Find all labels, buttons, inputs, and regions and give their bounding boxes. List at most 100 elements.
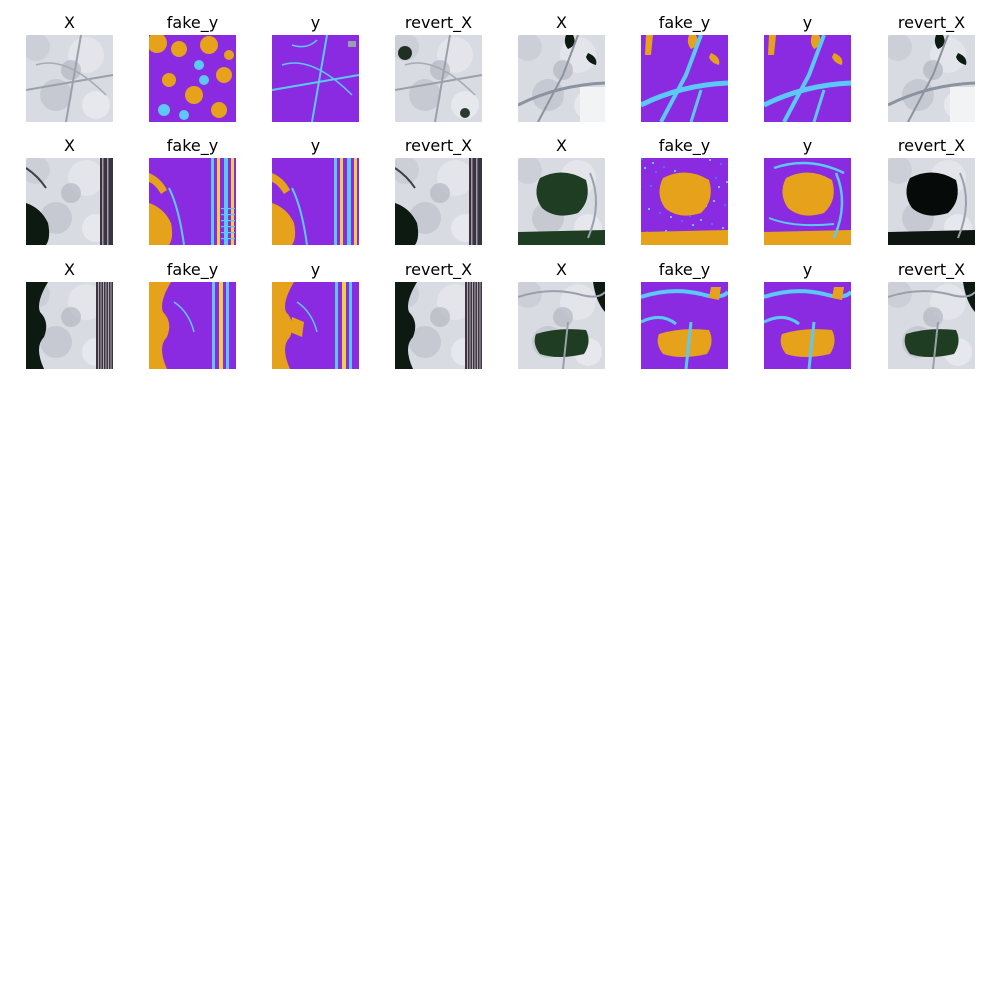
road (404, 62, 476, 96)
mask-blob (158, 104, 170, 116)
water-mask (272, 282, 294, 369)
subplot-title: fake_y (658, 13, 711, 32)
water-mask (149, 203, 173, 245)
road-mask (782, 35, 826, 122)
road-mask (773, 161, 845, 175)
subplot-title: fake_y (658, 260, 711, 279)
ground-texture (553, 307, 573, 327)
segmentation-mask-image (641, 282, 728, 369)
rail-line (479, 282, 481, 369)
subplot-title: revert_X (404, 260, 473, 279)
ground-texture (40, 326, 72, 358)
rail-line (98, 282, 99, 369)
noise-mask (663, 166, 665, 168)
road (537, 35, 579, 122)
subplot-title: X (556, 136, 567, 155)
rail-mask (221, 232, 235, 234)
subplot-title: revert_X (897, 260, 966, 279)
road-mask (684, 321, 693, 369)
road (888, 290, 975, 298)
satellite-image (395, 158, 482, 245)
road (395, 74, 482, 91)
ground-texture (451, 91, 479, 119)
road (26, 74, 113, 91)
rail-line (477, 282, 478, 369)
ground-texture (923, 307, 943, 327)
subplot-title: fake_y (166, 13, 219, 32)
segmentation-mask-image (272, 282, 359, 369)
background-class (272, 35, 359, 122)
subplot-title: y (802, 136, 813, 155)
road-mask (231, 158, 234, 245)
building (580, 87, 605, 122)
shore (26, 167, 47, 189)
rail-line (103, 282, 104, 369)
noise-mask (689, 215, 691, 217)
rail-mask (221, 208, 235, 210)
satellite-image (395, 35, 482, 122)
rail-line (105, 282, 107, 369)
water (395, 203, 419, 245)
road-mask (764, 316, 800, 326)
subplot-title: y (310, 136, 321, 155)
subplot-title: X (64, 13, 75, 32)
noise-mask (713, 200, 715, 202)
ground-texture (518, 282, 542, 308)
dark-patch (398, 46, 412, 60)
subplot-title: y (310, 13, 321, 32)
road-mask (226, 282, 229, 369)
road-mask (173, 301, 195, 333)
mask-blob (194, 60, 204, 70)
ground-texture (61, 60, 81, 80)
ground-texture (26, 158, 50, 184)
road (562, 321, 569, 369)
mask-blob (224, 50, 234, 60)
rail-corridor (469, 158, 482, 245)
mask-blob (185, 86, 203, 104)
road (957, 172, 968, 239)
water-mask (272, 173, 290, 194)
rail-line (471, 158, 473, 245)
segmentation-mask-image (149, 282, 236, 369)
water (904, 329, 959, 357)
rail-line (474, 282, 476, 369)
rail-mask (221, 220, 235, 222)
rail-line (102, 158, 104, 245)
water (564, 35, 575, 49)
rail-mask (221, 238, 235, 240)
road (888, 81, 975, 107)
road-mask (272, 74, 359, 91)
road-mask (641, 316, 677, 326)
water (593, 282, 605, 312)
subplot-title: y (310, 260, 321, 279)
ground-texture (409, 326, 441, 358)
ground-texture (26, 35, 50, 61)
rail-mask (221, 214, 235, 216)
water-mask (768, 35, 776, 55)
subplot-title: revert_X (897, 136, 966, 155)
noise-mask (641, 158, 643, 160)
satellite-image (518, 158, 605, 245)
road-mask (641, 289, 728, 299)
road-mask (224, 158, 228, 245)
road-mask (219, 282, 223, 369)
road (518, 81, 605, 107)
road-mask (168, 187, 185, 245)
noise-mask (650, 185, 652, 187)
subplot-title: revert_X (404, 13, 473, 32)
ground-texture (430, 307, 450, 327)
road-mask (354, 158, 357, 245)
road (907, 35, 949, 122)
segmentation-mask-image (149, 158, 236, 245)
satellite-image (518, 282, 605, 369)
mask-blob (200, 36, 218, 54)
rail-line (469, 282, 471, 369)
noise-mask (665, 230, 667, 232)
noise-mask (709, 159, 711, 161)
water (26, 203, 50, 245)
water-mask (657, 329, 712, 357)
road (35, 62, 107, 96)
rail-line (107, 158, 109, 245)
water-mask (641, 230, 728, 245)
subplot-title: y (802, 260, 813, 279)
